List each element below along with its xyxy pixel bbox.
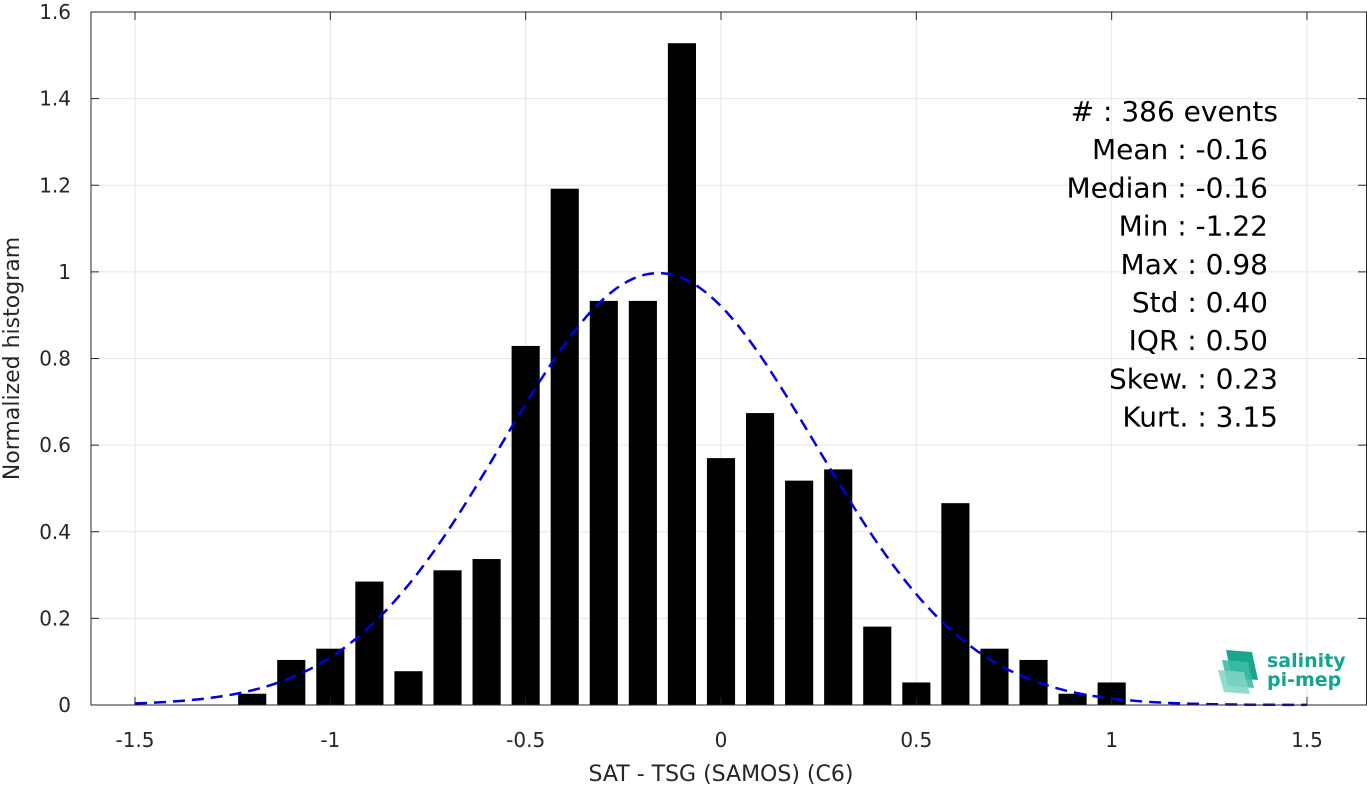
- x-tick-label: -1: [320, 728, 340, 752]
- y-axis-label: Normalized histogram: [0, 237, 25, 480]
- stat-line: Min : -1.22: [1119, 210, 1268, 243]
- histogram-bar: [824, 469, 853, 705]
- x-tick-label: 0: [715, 728, 728, 752]
- histogram-bar: [980, 648, 1009, 705]
- logo-line2: pi-mep: [1267, 669, 1341, 691]
- histogram-bar: [902, 682, 931, 705]
- logo-line1: salinity: [1267, 650, 1346, 672]
- histogram-bar: [394, 671, 423, 705]
- histogram-bar: [589, 300, 618, 705]
- histogram-bar: [941, 503, 970, 705]
- x-tick-label: 1.5: [1291, 728, 1323, 752]
- grid-lines: [91, 11, 1367, 706]
- histogram-bar: [706, 458, 736, 705]
- y-tick-label: 0.4: [39, 520, 71, 544]
- histogram-bar: [863, 626, 892, 705]
- y-tick-label: 1: [58, 260, 71, 284]
- x-tick-label: 1: [1105, 728, 1118, 752]
- y-tick-label: 0: [58, 693, 71, 717]
- histogram-bar: [1058, 693, 1087, 705]
- histogram-bar: [238, 693, 267, 705]
- y-tick-label: 0.8: [39, 347, 71, 371]
- histogram-bar: [550, 188, 579, 706]
- stat-line: Kurt. : 3.15: [1122, 401, 1278, 434]
- y-tick-label: 0.2: [39, 606, 71, 630]
- histogram-bar: [277, 659, 306, 705]
- bars-group: [238, 43, 1126, 706]
- histogram-bar: [628, 300, 657, 705]
- x-axis-ticks: -1.5 -1 -0.5 0 0.5 1 1.5: [115, 12, 1323, 752]
- x-tick-label: -1.5: [115, 728, 154, 752]
- x-tick-label: -0.5: [506, 728, 545, 752]
- histogram-bar: [746, 413, 775, 705]
- histogram-bar: [355, 581, 384, 705]
- stats-panel: # : 386 events Mean : -0.16 Median : -0.16…: [1066, 95, 1278, 434]
- stat-line: Median : -0.16: [1066, 171, 1268, 204]
- histogram-bar: [316, 648, 345, 705]
- stat-line: # : 386 events: [1071, 95, 1278, 128]
- x-axis-label: SAT - TSG (SAMOS) (C6): [589, 762, 854, 785]
- stat-line: Skew. : 0.23: [1109, 362, 1278, 395]
- histogram-bar: [511, 345, 540, 705]
- stat-line: Max : 0.98: [1121, 248, 1268, 281]
- stat-line: Std : 0.40: [1132, 286, 1268, 319]
- salinity-pi-mep-logo: salinity pi-mep: [1218, 650, 1346, 694]
- y-tick-label: 0.6: [39, 433, 71, 457]
- y-axis-ticks: 0 0.2 0.4 0.6 0.8 1 1.2 1.4 1.6: [39, 0, 1366, 717]
- y-tick-label: 1.6: [39, 0, 71, 24]
- x-tick-label: 0.5: [900, 728, 932, 752]
- histogram-bar: [667, 43, 696, 706]
- y-tick-label: 1.2: [39, 173, 71, 197]
- histogram-bar: [433, 570, 462, 705]
- stat-line: IQR : 0.50: [1129, 324, 1268, 357]
- histogram-bar: [785, 480, 814, 705]
- stat-line: Mean : -0.16: [1092, 133, 1268, 166]
- y-tick-label: 1.4: [39, 87, 71, 111]
- logo-icon: [1218, 650, 1258, 694]
- histogram-bar: [1019, 659, 1048, 705]
- histogram-bar: [472, 559, 501, 705]
